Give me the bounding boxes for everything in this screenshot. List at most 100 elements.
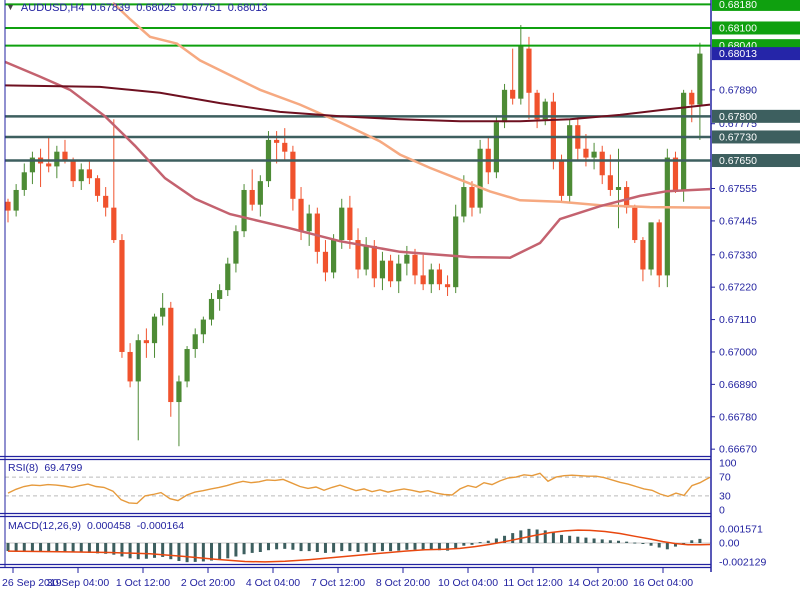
candle	[184, 346, 190, 388]
macd-histogram-bar	[486, 540, 490, 543]
macd-histogram-bar	[649, 543, 653, 546]
macd-histogram-bar	[665, 543, 669, 550]
macd-histogram-bar	[30, 543, 34, 552]
macd-histogram-bar	[250, 543, 254, 553]
time-axis-label: 10 Oct 04:00	[438, 577, 498, 589]
price-tick-label: 0.67220	[719, 282, 757, 294]
price-badge-label: 0.68180	[719, 0, 757, 11]
candle	[355, 228, 361, 279]
ohlc-low: 0.67751	[182, 2, 222, 14]
macd-histogram-bar	[185, 543, 189, 563]
rsi-name: RSI(8)	[8, 462, 39, 474]
candle	[396, 254, 402, 294]
macd-histogram-bar	[673, 543, 677, 547]
candle	[420, 254, 426, 291]
candle	[78, 163, 84, 190]
macd-indicator-label: MACD(12,26,9) 0.000458 -0.000164	[8, 520, 184, 532]
macd-histogram-bar	[218, 543, 222, 560]
price-tick-label: 0.67110	[719, 314, 756, 326]
candle	[444, 275, 451, 297]
chart-title-bar: ▼ AUDUSD,H4 0.67839 0.68025 0.67751 0.68013	[6, 2, 268, 14]
macd-histogram-bar	[340, 543, 344, 552]
candle	[461, 175, 467, 223]
macd-histogram-bar	[625, 541, 629, 543]
time-axis-label: 11 Oct 12:00	[503, 577, 563, 589]
candle	[510, 48, 516, 105]
candle	[347, 195, 353, 249]
time-axis-label: 14 Oct 20:00	[568, 577, 628, 589]
candle	[591, 142, 597, 170]
rsi-panel[interactable]: 100 70 30 0	[5, 458, 737, 517]
macd-scale-label: -0.002129	[719, 557, 766, 569]
macd-histogram-bar	[364, 543, 368, 552]
price-badge-label: 0.67730	[719, 131, 757, 143]
macd-histogram-bar	[356, 543, 360, 552]
macd-histogram-bar	[576, 536, 580, 543]
macd-histogram-bar	[568, 535, 572, 543]
candle	[322, 240, 329, 282]
price-badge	[712, 0, 800, 11]
candle	[151, 313, 158, 358]
candle	[225, 257, 231, 297]
price-tick-label: 0.66670	[719, 444, 757, 456]
macd-histogram-bar	[397, 543, 401, 551]
macd-panel[interactable]: 0.001571 0.00 -0.002129	[5, 523, 766, 569]
candle	[615, 148, 622, 229]
macd-histogram-bar	[47, 543, 51, 552]
candle	[290, 145, 296, 211]
candle	[664, 148, 670, 288]
macd-histogram-bar	[144, 543, 148, 559]
candle	[534, 89, 540, 129]
macd-histogram-bar	[55, 543, 59, 552]
ohlc-open: 0.67839	[90, 2, 131, 14]
macd-histogram-bar	[332, 543, 336, 553]
macd-histogram-bar	[600, 539, 604, 543]
macd-main-value: 0.000458	[86, 520, 131, 532]
macd-histogram-bar	[266, 543, 270, 551]
macd-histogram-bar	[79, 543, 83, 553]
macd-histogram-bar	[323, 543, 327, 553]
candle	[217, 284, 223, 311]
candle	[86, 160, 92, 185]
macd-histogram-bar	[87, 543, 91, 553]
price-badge	[712, 154, 800, 168]
candles-layer	[5, 25, 703, 447]
macd-histogram-bar	[560, 534, 564, 543]
macd-histogram-bar	[275, 543, 279, 550]
candle	[526, 36, 532, 120]
candle	[127, 343, 133, 388]
macd-histogram-bar	[226, 543, 230, 559]
macd-histogram-bar	[153, 543, 157, 558]
macd-histogram-bar	[494, 538, 498, 543]
macd-histogram-bar	[413, 543, 417, 550]
macd-histogram-bar	[201, 543, 205, 562]
macd-histogram-bar	[161, 543, 165, 557]
candle	[550, 92, 556, 170]
time-axis-label: 30 Sep 04:00	[47, 577, 110, 589]
symbol-period-label: AUDUSD,H4	[20, 2, 85, 14]
candle	[363, 237, 369, 276]
time-axis-label: 1 Oct 12:00	[116, 577, 170, 589]
candle	[119, 234, 125, 358]
rsi-scale-label: 70	[719, 472, 731, 484]
price-badge	[712, 109, 800, 123]
macd-histogram-bar	[128, 543, 132, 559]
macd-histogram-bar	[96, 543, 100, 554]
macd-histogram-bar	[283, 543, 287, 549]
candle	[640, 237, 646, 282]
candle	[200, 316, 206, 344]
price-axis[interactable]: 0.678900.677750.675550.674450.673300.672…	[711, 0, 800, 456]
candle	[306, 204, 312, 246]
candle	[575, 119, 581, 161]
macd-histogram-bar	[503, 535, 507, 543]
macd-histogram-bar	[193, 543, 197, 562]
price-badge	[712, 47, 800, 61]
macd-histogram-bar	[14, 543, 18, 552]
price-tick-label: 0.67445	[719, 215, 757, 227]
collapse-triangle-icon[interactable]: ▼	[6, 2, 15, 12]
macd-histogram-bar	[6, 543, 10, 552]
candle	[103, 187, 109, 217]
